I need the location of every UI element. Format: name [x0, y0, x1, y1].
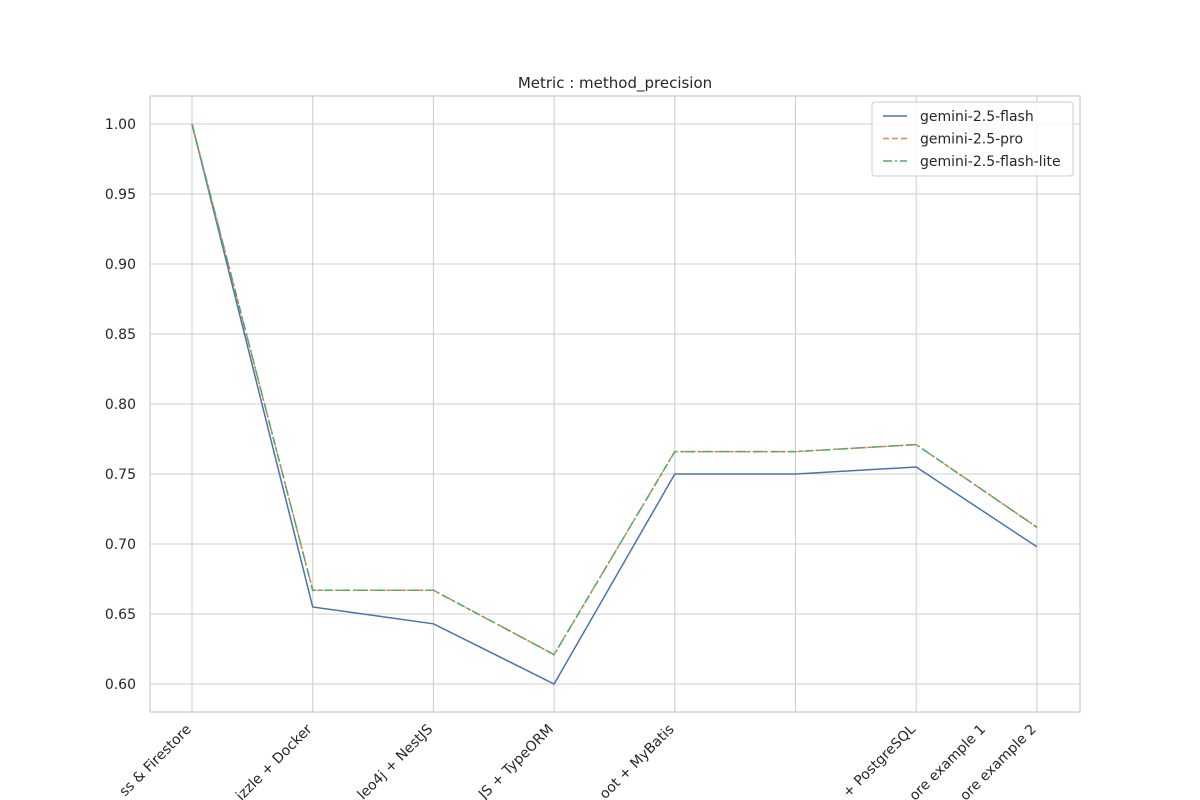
y-tick-label: 0.80 [105, 397, 136, 413]
legend: gemini-2.5-flash gemini-2.5-pro gemini-2.5… [871, 101, 1074, 177]
plot-frame [149, 95, 1081, 713]
x-tick-label: ss & Firestore [116, 722, 194, 800]
series-lines [191, 123, 1038, 685]
y-tick-label: 0.65 [105, 607, 136, 623]
x-tick-label: izzle + Docker [233, 721, 316, 800]
x-tick-label: JS + TypeORM [475, 722, 557, 800]
y-tick-label: 0.95 [105, 187, 136, 203]
x-tick-label: oot + MyBatis [597, 722, 678, 800]
series-line-1 [191, 123, 1038, 656]
y-tick-label: 0.60 [105, 677, 136, 693]
y-axis-ticks: 0.60 0.65 0.70 0.75 0.80 0.85 0.90 0.95 1.00 [105, 117, 136, 693]
y-tick-label: 0.90 [105, 257, 136, 273]
y-tick-label: 0.75 [105, 467, 136, 483]
y-tick-label: 0.85 [105, 327, 136, 343]
x-tick-label: + PostgreSQL [840, 721, 919, 800]
legend-label: gemini-2.5-flash [920, 109, 1034, 125]
x-tick-label: leo4j + NestJS [355, 721, 437, 800]
y-tick-label: 0.70 [105, 537, 136, 553]
series-line-2 [191, 123, 1038, 656]
series-line-0 [191, 123, 1038, 685]
legend-label: gemini-2.5-pro [920, 132, 1023, 148]
grid [150, 96, 1080, 712]
y-tick-label: 1.00 [105, 117, 136, 133]
chart-title: Metric : method_precision [518, 74, 712, 93]
legend-label: gemini-2.5-flash-lite [920, 154, 1061, 170]
legend-box [871, 101, 1074, 177]
x-axis-ticks: ss & Firestore izzle + Docker leo4j + Nest… [116, 721, 1039, 800]
